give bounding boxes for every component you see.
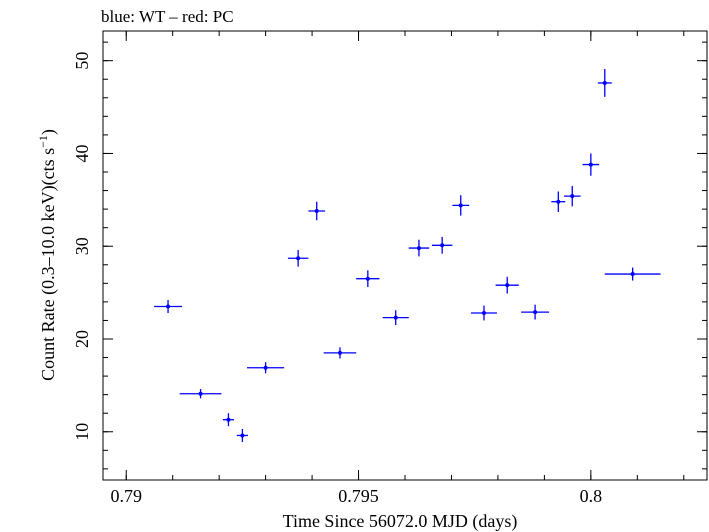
data-point (431, 236, 453, 254)
point-marker (198, 391, 203, 396)
y-axis-label-exponent: −1 (36, 135, 50, 148)
point-marker (263, 365, 268, 370)
plot-frame (102, 30, 708, 481)
point-marker (458, 203, 463, 208)
point-marker (556, 199, 561, 204)
point-marker (240, 433, 245, 438)
chart-title: blue: WT – red: PC (101, 7, 234, 26)
data-point (563, 185, 581, 207)
data-point (470, 305, 497, 321)
data-point (154, 300, 182, 314)
data-point (287, 249, 309, 267)
data-point (247, 362, 285, 374)
point-marker (226, 417, 231, 422)
point-marker (481, 311, 486, 316)
y-tick-label: 40 (72, 144, 92, 162)
x-axis-label: Time Since 56072.0 MJD (days) (283, 511, 518, 532)
data-point (222, 413, 235, 427)
point-marker (440, 243, 445, 248)
data-point (495, 276, 519, 294)
data-point (551, 191, 566, 212)
y-axis-label-main: Count Rate (0.3–10.0 keV)(cts s (38, 148, 59, 381)
point-marker (337, 350, 342, 355)
data-point (408, 239, 430, 257)
data-point (521, 304, 550, 320)
data-points (154, 69, 661, 442)
x-tick-label: 0.795 (338, 486, 379, 506)
point-marker (570, 194, 575, 199)
y-axis-label: Count Rate (0.3–10.0 keV)(cts s−1) (36, 129, 59, 381)
data-point (236, 428, 248, 442)
point-marker (505, 283, 510, 288)
y-tick-label: 50 (72, 52, 92, 70)
plot-border (102, 30, 708, 481)
data-point (452, 195, 470, 216)
point-marker (365, 276, 370, 281)
point-marker (393, 315, 398, 320)
data-point (179, 389, 222, 399)
point-marker (314, 208, 319, 213)
point-marker (602, 80, 607, 85)
data-point (323, 347, 357, 359)
point-marker (630, 272, 635, 277)
point-marker (416, 246, 421, 251)
x-axis-ticks: 0.79 0.795 0.8 (110, 31, 685, 506)
data-point (382, 310, 409, 326)
point-marker (166, 304, 171, 309)
point-marker (296, 256, 301, 261)
data-point (597, 69, 612, 97)
y-tick-label: 30 (72, 237, 92, 255)
point-marker (533, 310, 538, 315)
x-tick-label: 0.79 (110, 486, 142, 506)
y-axis-label-close: ) (38, 129, 59, 135)
y-tick-label: 10 (72, 423, 92, 441)
data-point (604, 267, 661, 281)
point-marker (588, 162, 593, 167)
y-tick-label: 20 (72, 330, 92, 348)
data-point (582, 153, 600, 176)
y-axis-ticks: 10 20 30 40 50 (72, 41, 707, 470)
data-point (308, 201, 326, 221)
data-point (356, 270, 380, 288)
x-tick-label: 0.8 (580, 486, 603, 506)
